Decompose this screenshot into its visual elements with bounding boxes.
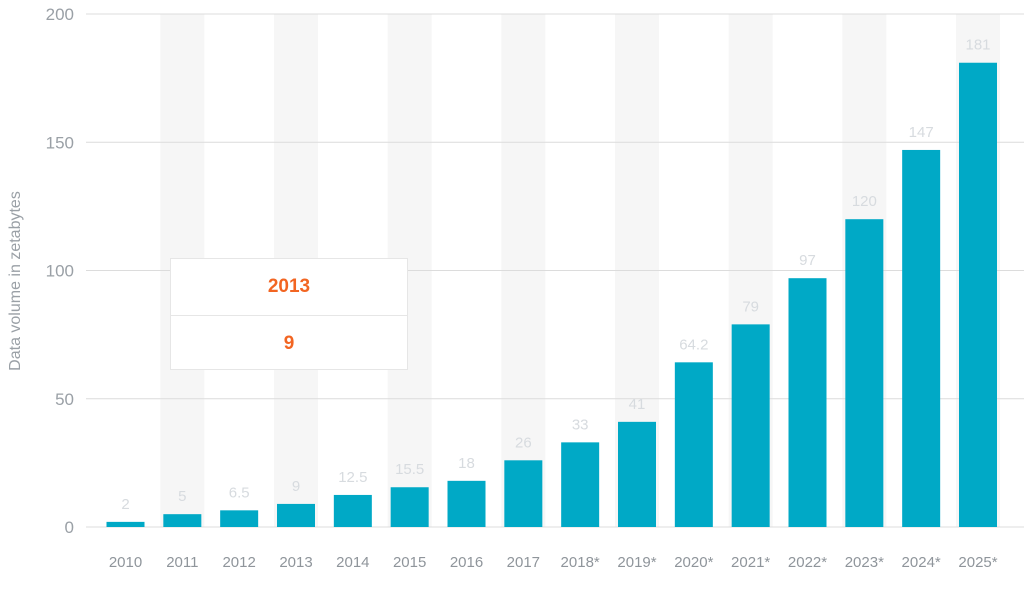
x-tick-label: 2014 [336, 554, 369, 571]
x-tick-label: 2015 [393, 554, 426, 571]
bar[interactable] [731, 324, 770, 527]
x-tick-label: 2010 [109, 554, 142, 571]
x-tick-label: 2023* [845, 554, 884, 571]
x-tick-label: 2024* [902, 554, 941, 571]
y-axis-label: Data volume in zetabytes [7, 191, 24, 371]
x-tick-label: 2021* [731, 554, 770, 571]
x-tick-label: 2011 [166, 554, 198, 571]
bar[interactable] [959, 62, 997, 528]
x-axis-ticks: 2010 2011 2012 2013 2014 2015 2016 2017 2018* 201… [109, 554, 998, 571]
bar[interactable] [333, 494, 372, 527]
x-tick-label: 2019* [617, 554, 656, 571]
x-tick-label: 2018* [561, 554, 600, 571]
x-tick-label: 2020* [674, 554, 713, 571]
data-label: 9 [292, 478, 300, 495]
x-tick-label: 2017 [507, 554, 540, 571]
bar[interactable] [220, 510, 259, 527]
data-label: 64.2 [679, 336, 708, 353]
bar[interactable] [902, 149, 941, 527]
bar[interactable] [788, 278, 827, 527]
y-tick-label: 200 [46, 5, 74, 24]
y-tick-label: 0 [65, 518, 74, 537]
bar[interactable] [504, 460, 543, 527]
data-label: 26 [515, 434, 532, 451]
data-label: 5 [178, 488, 186, 505]
data-label: 181 [965, 37, 990, 54]
x-tick-label: 2016 [450, 554, 483, 571]
bar[interactable] [390, 487, 429, 527]
data-label: 147 [909, 124, 934, 141]
data-label: 6.5 [229, 484, 250, 501]
bars [106, 62, 997, 528]
y-tick-label: 100 [46, 262, 74, 281]
data-label: 33 [572, 416, 589, 433]
data-label: 15.5 [395, 461, 424, 478]
x-tick-label: 2012 [222, 554, 255, 571]
x-tick-label: 2022* [788, 554, 827, 571]
y-axis-ticks: 0 50 100 150 200 [46, 5, 74, 537]
data-label: 120 [852, 193, 877, 210]
hover-tooltip: 2013 9 [170, 258, 408, 370]
data-label: 12.5 [338, 469, 367, 486]
data-labels: 2 5 6.5 9 12.5 15.5 18 26 33 41 64.2 79 97 120 147 181 [121, 37, 990, 513]
data-label: 2 [121, 496, 129, 513]
data-label: 18 [458, 455, 475, 472]
bar[interactable] [447, 480, 486, 527]
bar[interactable] [618, 421, 656, 527]
bar[interactable] [163, 514, 202, 527]
data-label: 79 [742, 298, 759, 315]
tooltip-category: 2013 [267, 276, 311, 297]
bar[interactable] [674, 362, 713, 527]
data-label: 41 [629, 396, 646, 413]
bar[interactable] [277, 503, 315, 527]
bar[interactable] [561, 442, 600, 527]
x-tick-label: 2013 [279, 554, 312, 571]
tooltip-value: 9 [171, 315, 407, 372]
bar[interactable] [106, 521, 145, 527]
y-tick-label: 50 [55, 390, 74, 409]
bar[interactable] [845, 219, 884, 527]
data-label: 97 [799, 252, 816, 269]
y-tick-label: 150 [46, 133, 74, 152]
x-tick-label: 2025* [958, 554, 997, 571]
